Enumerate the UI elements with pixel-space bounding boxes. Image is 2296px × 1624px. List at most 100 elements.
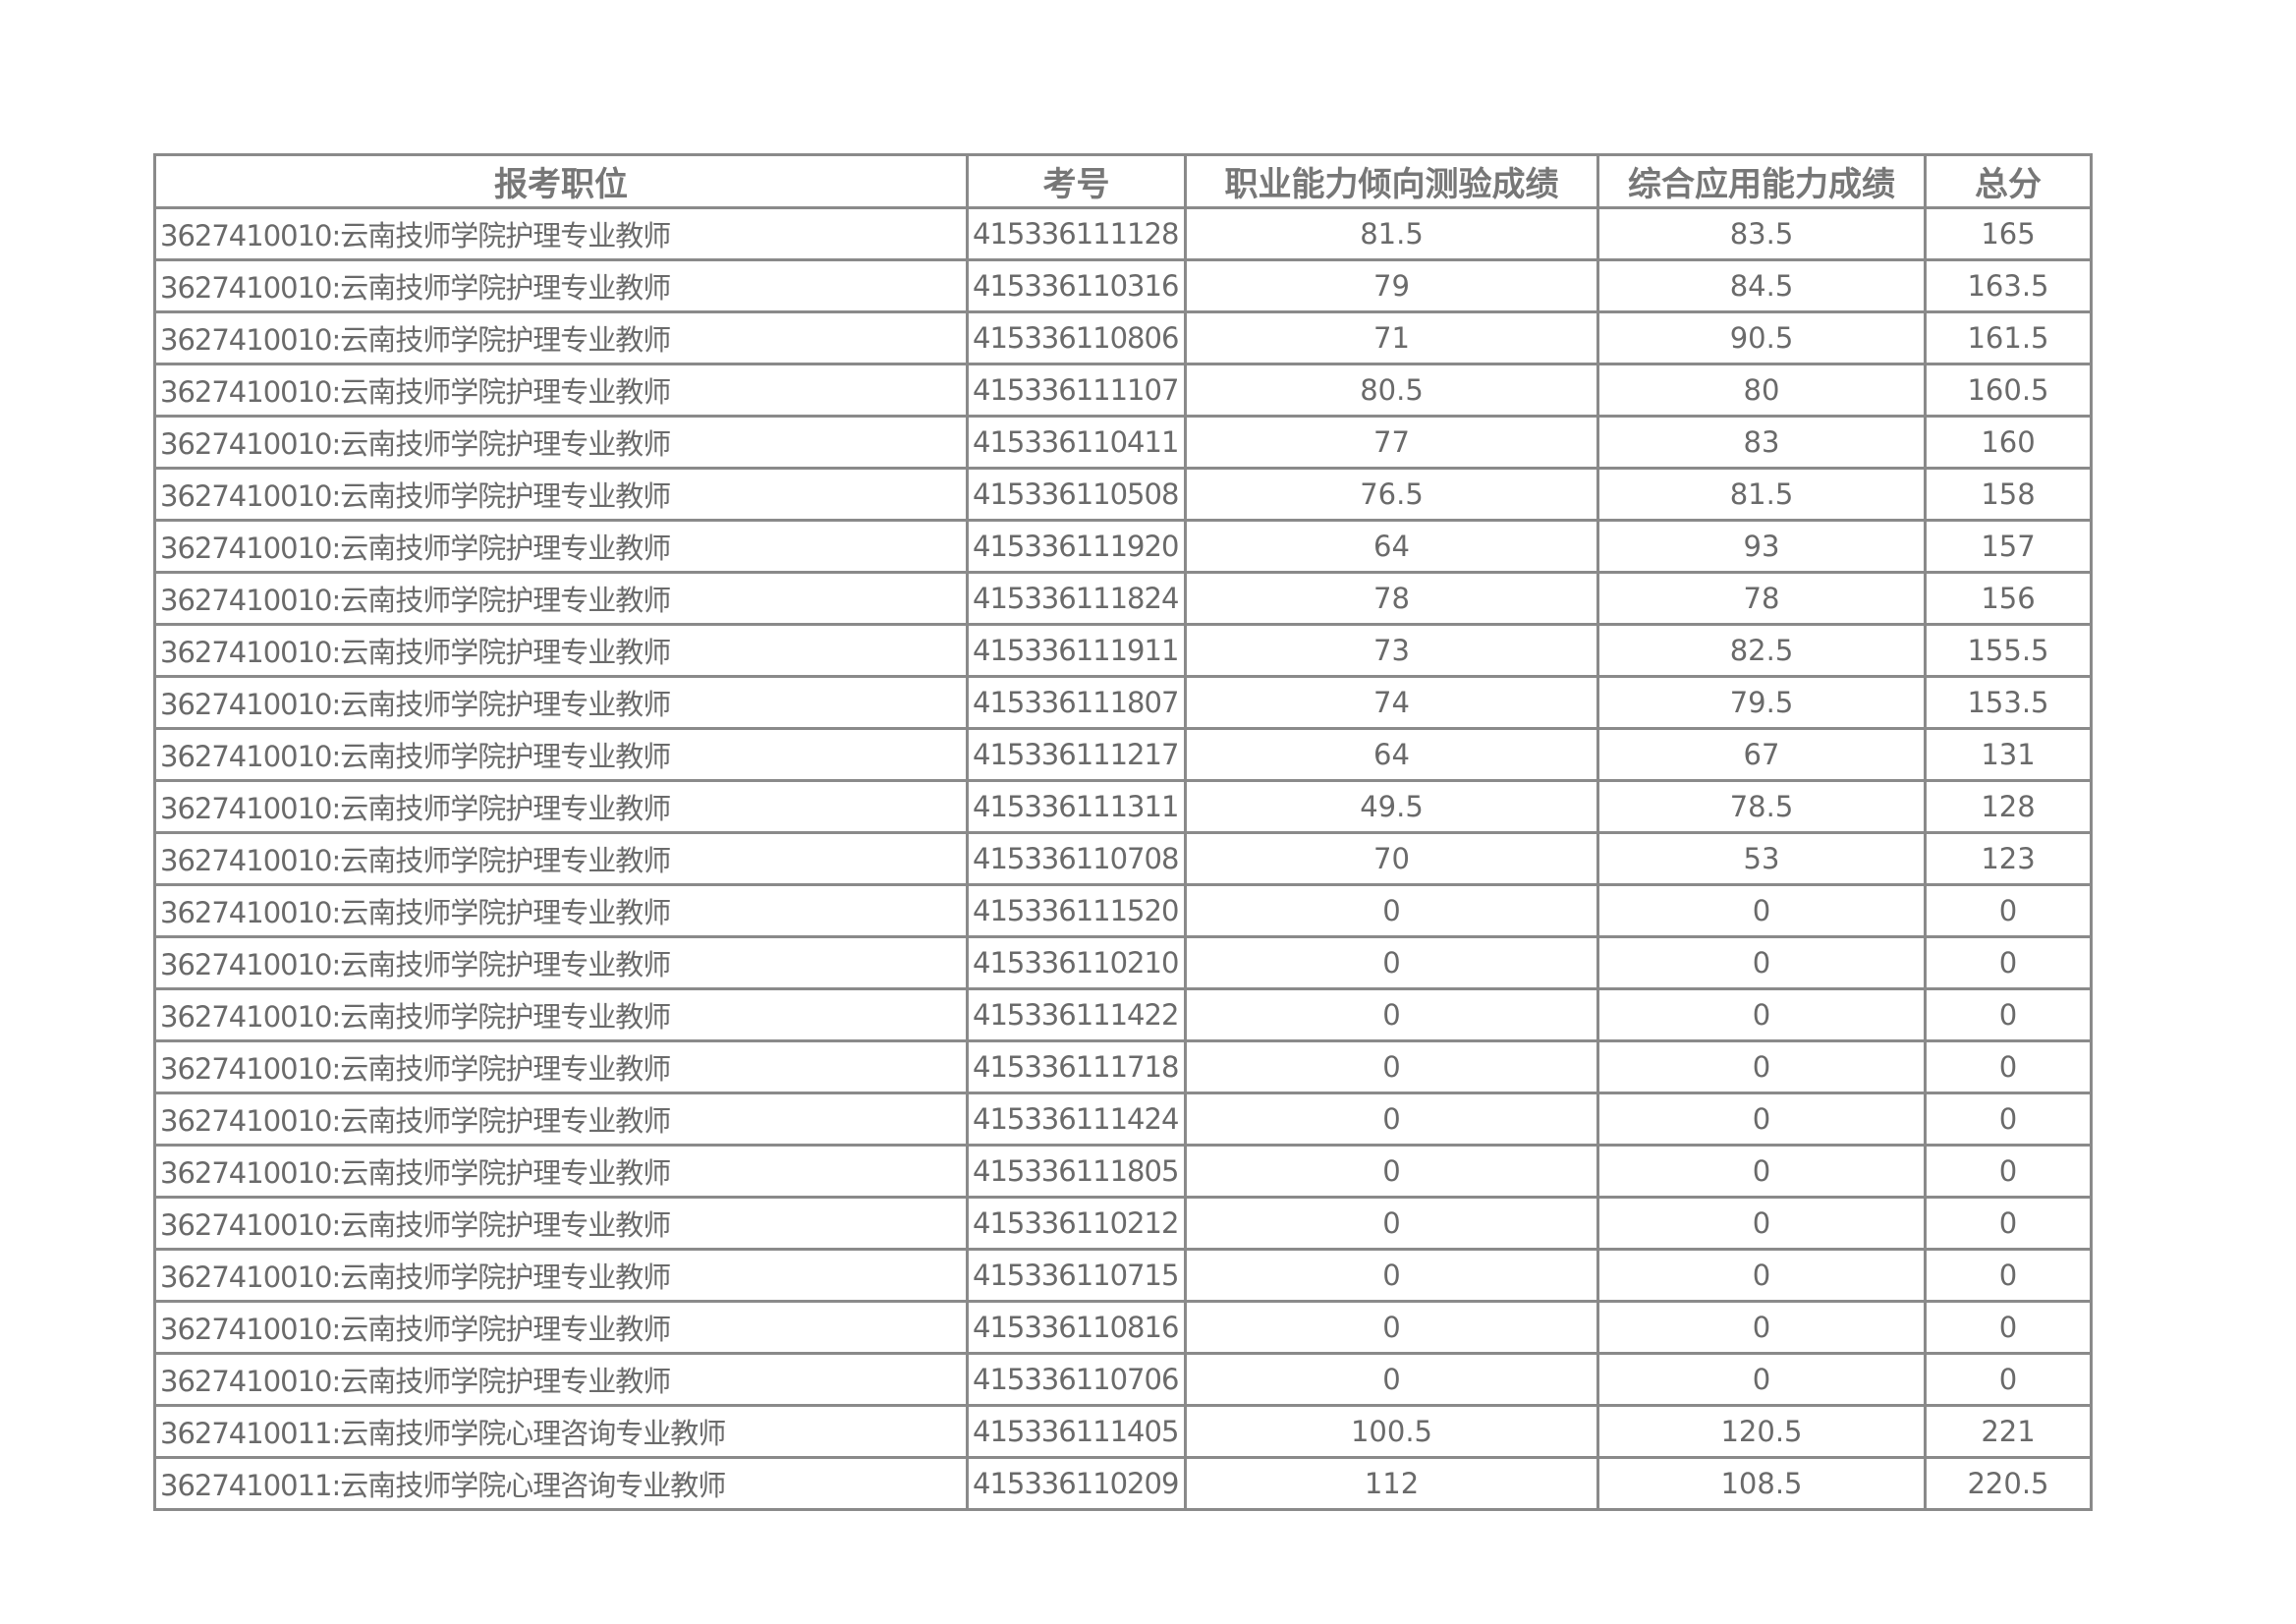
cell-exam-number: 415336111920 [966,519,1187,574]
cell-aptitude-score: 0 [1184,935,1599,990]
cell-total-score: 0 [1924,987,2093,1042]
cell-exam-number: 415336111107 [966,363,1187,418]
cell-total-score: 156 [1924,571,2093,626]
table-row: 3627410011:云南技师学院心理咨询专业教师 415336111405 100… [153,1404,2093,1459]
cell-aptitude-score: 70 [1184,831,1599,886]
table-row: 3627410010:云南技师学院护理专业教师 415336111424 0 0 0 [153,1092,2093,1147]
cell-application-score: 0 [1596,987,1927,1042]
cell-application-score: 79.5 [1596,675,1927,730]
cell-exam-number: 415336110209 [966,1456,1187,1511]
cell-application-score: 0 [1596,883,1927,938]
cell-position: 3627410010:云南技师学院护理专业教师 [153,1248,969,1303]
table-row: 3627410010:云南技师学院护理专业教师 415336110411 77 83 1… [153,415,2093,470]
table-row: 3627410010:云南技师学院护理专业教师 415336111805 0 0 0 [153,1144,2093,1199]
cell-aptitude-score: 64 [1184,727,1599,782]
cell-exam-number: 415336110411 [966,415,1187,470]
cell-application-score: 0 [1596,1196,1927,1251]
cell-exam-number: 415336111405 [966,1404,1187,1459]
cell-aptitude-score: 0 [1184,1039,1599,1094]
table-row: 3627410010:云南技师学院护理专业教师 415336110816 0 0 0 [153,1300,2093,1355]
cell-application-score: 0 [1596,1092,1927,1147]
cell-exam-number: 415336111424 [966,1092,1187,1147]
cell-aptitude-score: 0 [1184,1300,1599,1355]
cell-exam-number: 415336110210 [966,935,1187,990]
cell-exam-number: 415336110316 [966,258,1187,313]
cell-position: 3627410010:云南技师学院护理专业教师 [153,1144,969,1199]
cell-position: 3627410010:云南技师学院护理专业教师 [153,623,969,678]
cell-aptitude-score: 81.5 [1184,206,1599,261]
cell-total-score: 153.5 [1924,675,2093,730]
cell-exam-number: 415336110806 [966,310,1187,365]
header-application-score: 综合应用能力成绩 [1596,153,1927,209]
cell-application-score: 0 [1596,1039,1927,1094]
cell-total-score: 0 [1924,1144,2093,1199]
cell-aptitude-score: 0 [1184,1092,1599,1147]
table-row: 3627410010:云南技师学院护理专业教师 415336111911 73 82.… [153,623,2093,678]
cell-exam-number: 415336110708 [966,831,1187,886]
cell-aptitude-score: 80.5 [1184,363,1599,418]
cell-aptitude-score: 77 [1184,415,1599,470]
cell-aptitude-score: 100.5 [1184,1404,1599,1459]
table-row: 3627410010:云南技师学院护理专业教师 415336111422 0 0 0 [153,987,2093,1042]
cell-position: 3627410010:云南技师学院护理专业教师 [153,206,969,261]
table-row: 3627410010:云南技师学院护理专业教师 415336111718 0 0 0 [153,1039,2093,1094]
cell-aptitude-score: 73 [1184,623,1599,678]
cell-aptitude-score: 112 [1184,1456,1599,1511]
cell-total-score: 158 [1924,467,2093,522]
cell-application-score: 0 [1596,1300,1927,1355]
table-row: 3627410010:云南技师学院护理专业教师 415336111520 0 0 0 [153,883,2093,938]
cell-exam-number: 415336111422 [966,987,1187,1042]
cell-application-score: 0 [1596,935,1927,990]
cell-application-score: 83 [1596,415,1927,470]
cell-aptitude-score: 0 [1184,1352,1599,1407]
table-row: 3627410010:云南技师学院护理专业教师 415336110708 70 53 1… [153,831,2093,886]
table-row: 3627410010:云南技师学院护理专业教师 415336110210 0 0 0 [153,935,2093,990]
cell-application-score: 67 [1596,727,1927,782]
cell-exam-number: 415336110508 [966,467,1187,522]
table-row: 3627410010:云南技师学院护理专业教师 415336110706 0 0 0 [153,1352,2093,1407]
cell-application-score: 90.5 [1596,310,1927,365]
cell-aptitude-score: 79 [1184,258,1599,313]
cell-aptitude-score: 71 [1184,310,1599,365]
cell-application-score: 84.5 [1596,258,1927,313]
table-row: 3627410010:云南技师学院护理专业教师 415336111128 81.5 8… [153,206,2093,261]
cell-aptitude-score: 0 [1184,1196,1599,1251]
table-row: 3627410010:云南技师学院护理专业教师 415336110715 0 0 0 [153,1248,2093,1303]
cell-position: 3627410010:云南技师学院护理专业教师 [153,1039,969,1094]
table-row: 3627410010:云南技师学院护理专业教师 415336110806 71 90.… [153,310,2093,365]
cell-position: 3627410010:云南技师学院护理专业教师 [153,519,969,574]
cell-exam-number: 415336111520 [966,883,1187,938]
cell-exam-number: 415336111824 [966,571,1187,626]
cell-exam-number: 415336111805 [966,1144,1187,1199]
cell-aptitude-score: 49.5 [1184,779,1599,834]
cell-total-score: 163.5 [1924,258,2093,313]
cell-exam-number: 415336110212 [966,1196,1187,1251]
cell-aptitude-score: 0 [1184,987,1599,1042]
cell-application-score: 120.5 [1596,1404,1927,1459]
cell-position: 3627410010:云南技师学院护理专业教师 [153,363,969,418]
table-row: 3627410010:云南技师学院护理专业教师 415336111311 49.5 7… [153,779,2093,834]
cell-position: 3627410010:云南技师学院护理专业教师 [153,571,969,626]
score-table: 报考职位 考号 职业能力倾向测验成绩 综合应用能力成绩 总分 362741001… [153,153,2093,1511]
header-exam-number: 考号 [966,153,1187,209]
cell-exam-number: 415336111217 [966,727,1187,782]
cell-exam-number: 415336111311 [966,779,1187,834]
cell-exam-number: 415336111718 [966,1039,1187,1094]
cell-aptitude-score: 76.5 [1184,467,1599,522]
table-row: 3627410010:云南技师学院护理专业教师 415336110508 76.5 8… [153,467,2093,522]
cell-exam-number: 415336111911 [966,623,1187,678]
cell-aptitude-score: 74 [1184,675,1599,730]
cell-position: 3627410010:云南技师学院护理专业教师 [153,727,969,782]
table-row: 3627410010:云南技师学院护理专业教师 415336111807 74 79.… [153,675,2093,730]
cell-total-score: 0 [1924,1196,2093,1251]
cell-application-score: 0 [1596,1248,1927,1303]
cell-total-score: 131 [1924,727,2093,782]
cell-position: 3627410010:云南技师学院护理专业教师 [153,675,969,730]
cell-position: 3627410010:云南技师学院护理专业教师 [153,935,969,990]
cell-aptitude-score: 64 [1184,519,1599,574]
cell-total-score: 160 [1924,415,2093,470]
cell-position: 3627410010:云南技师学院护理专业教师 [153,467,969,522]
cell-exam-number: 415336111128 [966,206,1187,261]
cell-position: 3627410010:云南技师学院护理专业教师 [153,1352,969,1407]
cell-application-score: 108.5 [1596,1456,1927,1511]
